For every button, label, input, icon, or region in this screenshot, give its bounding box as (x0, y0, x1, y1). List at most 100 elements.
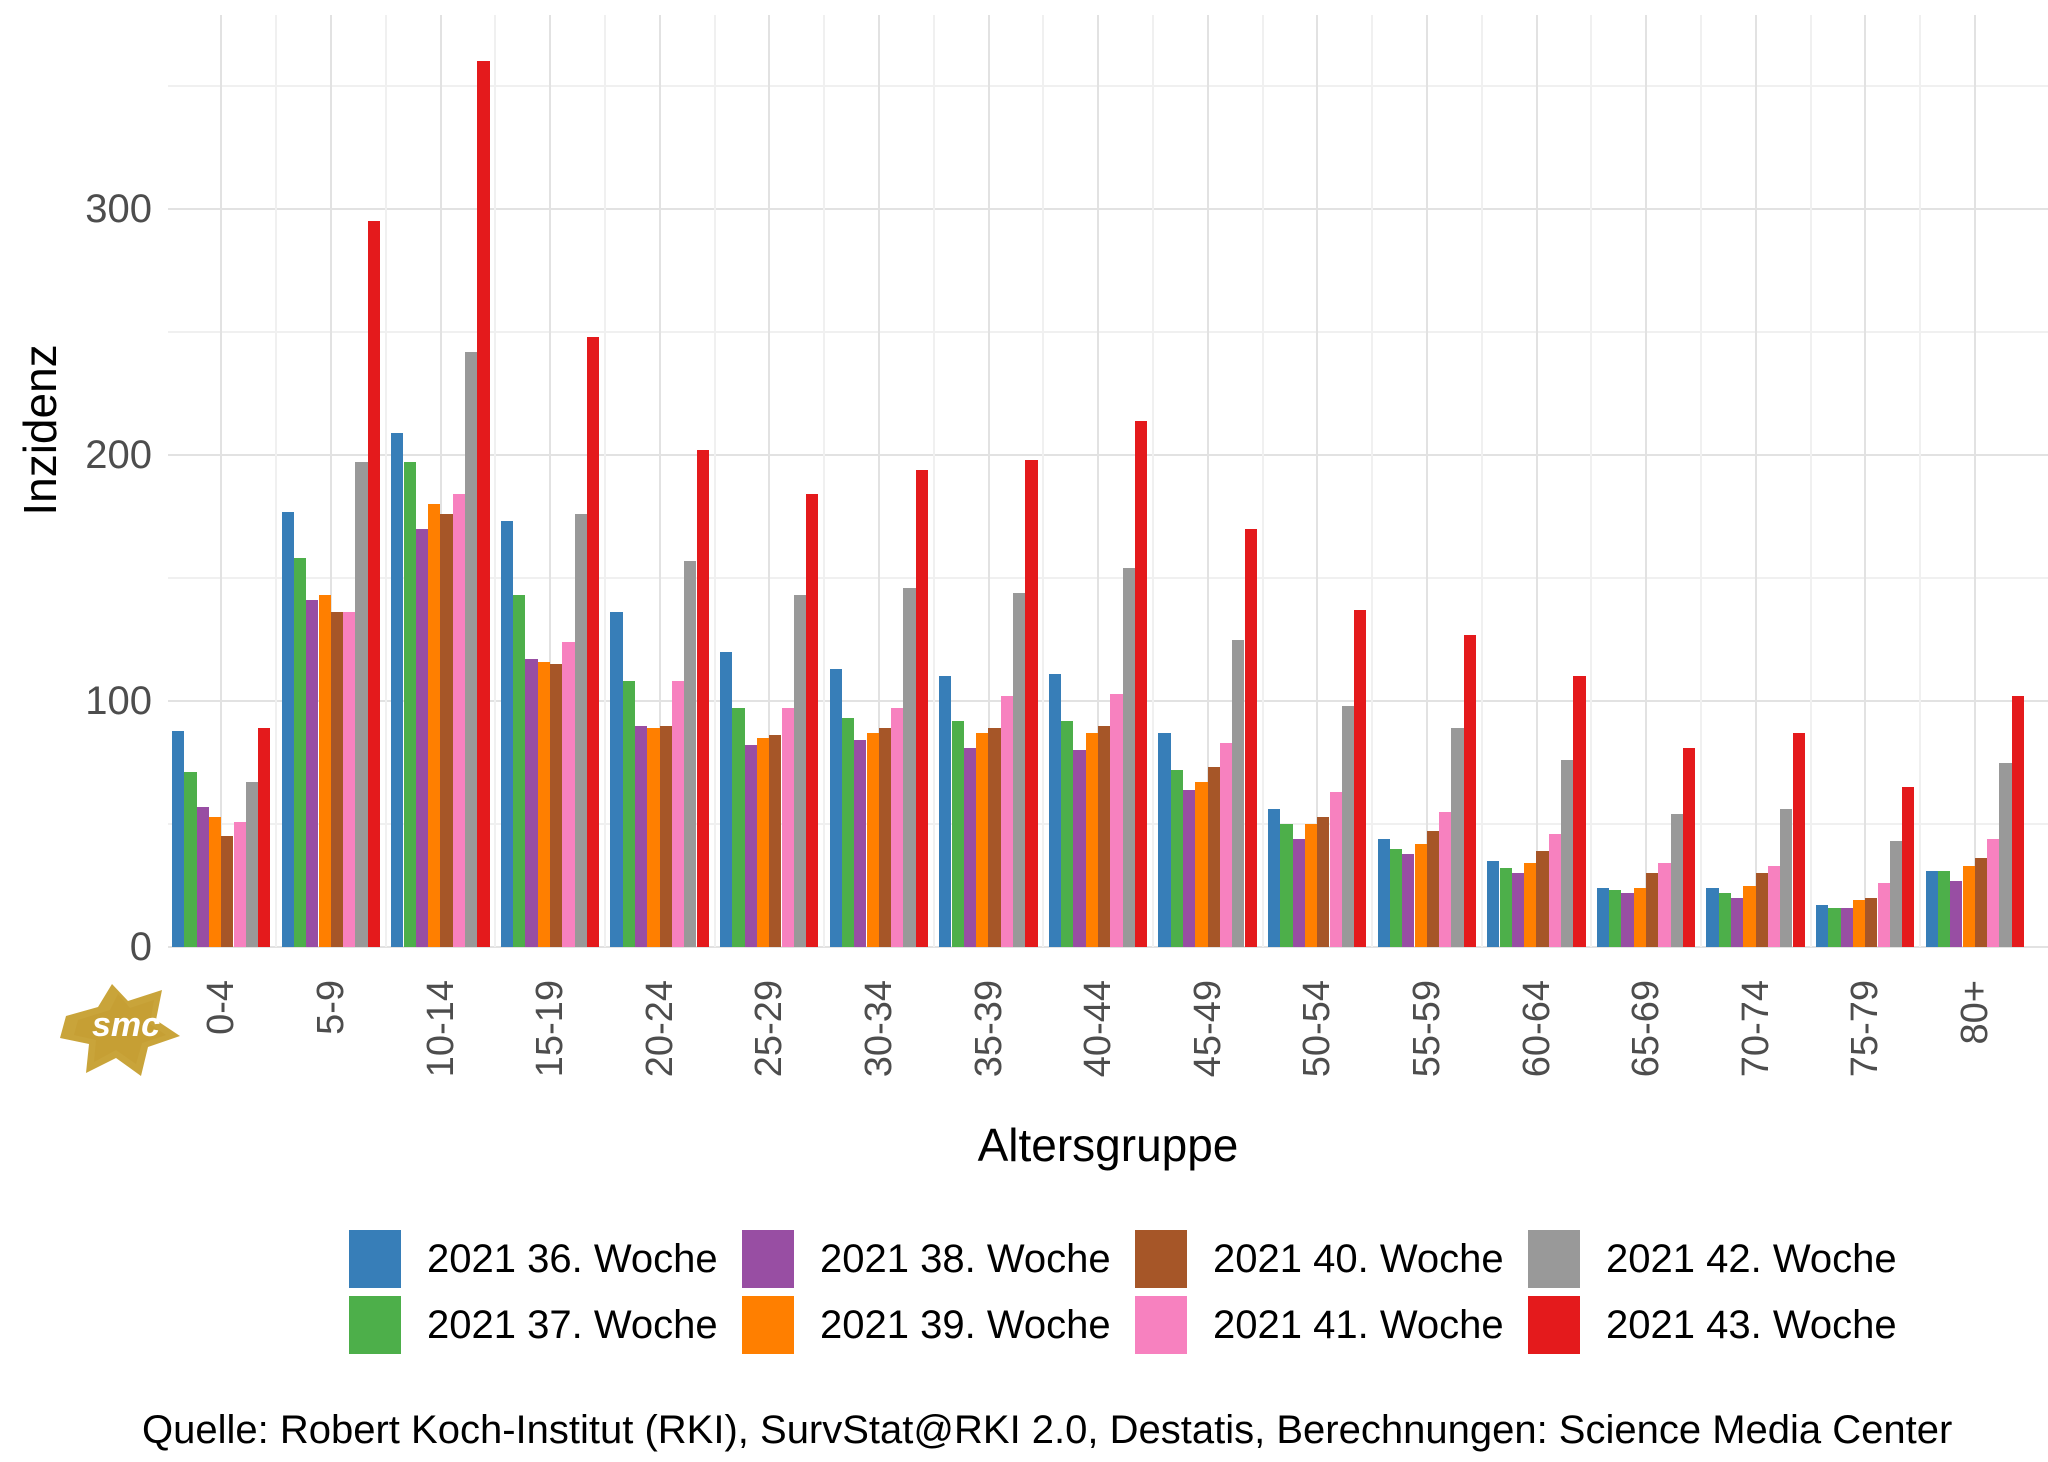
bar-35-39-2021-36.-Woche (939, 676, 952, 947)
bar-5-9-2021-43.-Woche (367, 221, 380, 947)
y-tick-label: 0 (129, 925, 152, 969)
bar-30-34-2021-37.-Woche (841, 718, 855, 947)
bar-75-79-2021-38.-Woche (1840, 907, 1853, 947)
bar-80+-2021-38.-Woche (1950, 880, 1963, 947)
bar-35-39-2021-42.-Woche (1013, 592, 1026, 947)
x-tick-label-75-79: 75-79 (1844, 980, 1887, 1078)
bar-0-4-2021-41.-Woche (233, 821, 246, 947)
x-tick-label-45-49: 45-49 (1186, 980, 1229, 1078)
bar-15-19-2021-43.-Woche (586, 336, 600, 947)
legend-item-2021-36.-Woche: 2021 36. Woche (349, 1228, 742, 1290)
legend-swatch (1528, 1296, 1580, 1354)
bar-20-24-2021-40.-Woche (659, 725, 672, 947)
x-tick-label-35-39: 35-39 (967, 980, 1010, 1078)
bar-45-49-2021-42.-Woche (1232, 639, 1245, 947)
x-tick-label-40-44: 40-44 (1077, 980, 1120, 1078)
legend-swatch (1135, 1230, 1187, 1288)
gridline-minor-v (1919, 15, 1922, 947)
bar-60-64-2021-43.-Woche (1573, 676, 1586, 947)
bar-70-74-2021-42.-Woche (1780, 809, 1793, 947)
bar-70-74-2021-43.-Woche (1792, 732, 1805, 947)
bar-75-79-2021-37.-Woche (1828, 907, 1841, 947)
bar-20-24-2021-41.-Woche (671, 681, 685, 947)
bar-5-9-2021-37.-Woche (293, 558, 307, 947)
bar-5-9-2021-36.-Woche (281, 511, 294, 947)
bar-15-19-2021-42.-Woche (574, 514, 587, 947)
legend-item-2021-39.-Woche: 2021 39. Woche (742, 1294, 1135, 1356)
x-tick-label-5-9: 5-9 (309, 980, 352, 1035)
bar-25-29-2021-37.-Woche (732, 708, 745, 947)
x-tick-label-15-19: 15-19 (529, 980, 572, 1078)
bar-25-29-2021-40.-Woche (769, 735, 782, 947)
bar-5-9-2021-41.-Woche (343, 612, 356, 947)
bar-40-44-2021-37.-Woche (1061, 720, 1074, 947)
gridline-major-v (1645, 15, 1648, 947)
bar-40-44-2021-38.-Woche (1073, 750, 1086, 947)
bar-80+-2021-43.-Woche (2011, 696, 2024, 947)
gridline-major-v (1097, 15, 1100, 947)
bar-60-64-2021-40.-Woche (1536, 851, 1549, 947)
y-axis-title: Inzidenz (14, 344, 66, 516)
x-tick-label-60-64: 60-64 (1515, 980, 1558, 1078)
gridline-minor-v (1261, 15, 1264, 947)
bar-10-14-2021-38.-Woche (415, 528, 429, 947)
legend-label: 2021 39. Woche (820, 1302, 1111, 1347)
bar-70-74-2021-36.-Woche (1706, 887, 1719, 947)
bar-25-29-2021-39.-Woche (756, 737, 770, 947)
bar-40-44-2021-40.-Woche (1098, 725, 1111, 947)
bar-0-4-2021-38.-Woche (196, 806, 209, 947)
gridline-major-h (168, 700, 2048, 702)
bar-55-59-2021-43.-Woche (1463, 634, 1476, 947)
bar-25-29-2021-41.-Woche (781, 708, 794, 947)
bar-15-19-2021-37.-Woche (513, 595, 526, 947)
bar-25-29-2021-42.-Woche (793, 595, 807, 947)
legend-label: 2021 38. Woche (820, 1236, 1111, 1281)
gridline-minor-v (1042, 15, 1045, 947)
gridline-minor-h (168, 331, 2048, 333)
y-tick-label: 100 (85, 679, 152, 723)
gridline-major-v (987, 15, 990, 947)
bar-55-59-2021-36.-Woche (1377, 838, 1390, 947)
bar-75-79-2021-41.-Woche (1877, 883, 1890, 947)
bar-10-14-2021-40.-Woche (440, 514, 453, 947)
legend-label: 2021 42. Woche (1606, 1236, 1897, 1281)
gridline-minor-v (1480, 15, 1483, 947)
gridline-major-v (1535, 15, 1538, 947)
gridline-minor-v (932, 15, 935, 947)
gridline-major-v (1206, 15, 1209, 947)
bar-50-54-2021-36.-Woche (1268, 809, 1281, 947)
legend-swatch (349, 1230, 401, 1288)
smc-logo: smc (60, 984, 180, 1076)
source-credit: Quelle: Robert Koch-Institut (RKI), Surv… (142, 1408, 1953, 1452)
legend-item-2021-37.-Woche: 2021 37. Woche (349, 1294, 742, 1356)
bar-45-49-2021-37.-Woche (1170, 769, 1183, 947)
gridline-minor-v (1371, 15, 1374, 947)
bar-50-54-2021-42.-Woche (1341, 705, 1355, 947)
bar-30-34-2021-36.-Woche (829, 669, 842, 947)
legend-label: 2021 40. Woche (1213, 1236, 1504, 1281)
gridline-minor-v (275, 15, 278, 947)
bar-0-4-2021-43.-Woche (258, 728, 271, 947)
bar-5-9-2021-40.-Woche (330, 612, 344, 947)
bar-10-14-2021-39.-Woche (428, 504, 441, 947)
bar-45-49-2021-36.-Woche (1158, 732, 1171, 947)
bar-40-44-2021-41.-Woche (1110, 693, 1123, 947)
gridline-minor-v (1699, 15, 1702, 947)
bar-60-64-2021-38.-Woche (1511, 873, 1525, 947)
bar-0-4-2021-39.-Woche (208, 816, 222, 947)
bar-40-44-2021-43.-Woche (1134, 420, 1148, 947)
gridline-major-v (1864, 15, 1867, 947)
x-tick-label-10-14: 10-14 (419, 980, 462, 1078)
gridline-minor-v (384, 15, 387, 947)
bar-60-64-2021-41.-Woche (1548, 833, 1561, 947)
bar-30-34-2021-42.-Woche (903, 587, 916, 947)
gridline-major-v (549, 15, 552, 947)
bar-70-74-2021-38.-Woche (1731, 897, 1744, 947)
bar-30-34-2021-40.-Woche (878, 728, 892, 947)
bar-45-49-2021-38.-Woche (1183, 789, 1196, 947)
gridline-minor-v (1151, 15, 1154, 947)
bar-45-49-2021-39.-Woche (1195, 782, 1208, 947)
bar-35-39-2021-38.-Woche (963, 747, 977, 947)
bar-10-14-2021-37.-Woche (403, 462, 416, 947)
